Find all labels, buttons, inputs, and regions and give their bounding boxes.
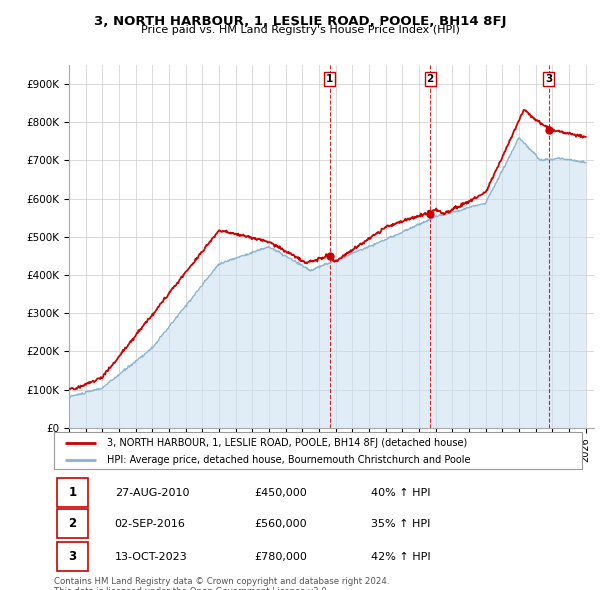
Text: 3, NORTH HARBOUR, 1, LESLIE ROAD, POOLE, BH14 8FJ (detached house): 3, NORTH HARBOUR, 1, LESLIE ROAD, POOLE,… — [107, 438, 467, 448]
Text: 35% ↑ HPI: 35% ↑ HPI — [371, 519, 430, 529]
Text: 2: 2 — [427, 74, 434, 84]
Text: 3, NORTH HARBOUR, 1, LESLIE ROAD, POOLE, BH14 8FJ: 3, NORTH HARBOUR, 1, LESLIE ROAD, POOLE,… — [94, 15, 506, 28]
Text: 1: 1 — [68, 486, 77, 499]
Bar — [56, 478, 88, 507]
Text: 2: 2 — [68, 517, 77, 530]
Bar — [56, 542, 88, 571]
Text: 1: 1 — [326, 74, 334, 84]
Text: 40% ↑ HPI: 40% ↑ HPI — [371, 488, 430, 497]
Text: 13-OCT-2023: 13-OCT-2023 — [115, 552, 187, 562]
Text: 02-SEP-2016: 02-SEP-2016 — [115, 519, 185, 529]
Bar — [56, 509, 88, 538]
Text: HPI: Average price, detached house, Bournemouth Christchurch and Poole: HPI: Average price, detached house, Bour… — [107, 455, 470, 465]
Text: 3: 3 — [68, 550, 77, 563]
Text: £780,000: £780,000 — [254, 552, 308, 562]
Text: £450,000: £450,000 — [254, 488, 307, 497]
Text: Contains HM Land Registry data © Crown copyright and database right 2024.
This d: Contains HM Land Registry data © Crown c… — [54, 577, 389, 590]
Text: 27-AUG-2010: 27-AUG-2010 — [115, 488, 189, 497]
Text: £560,000: £560,000 — [254, 519, 307, 529]
Text: 3: 3 — [545, 74, 552, 84]
Text: Price paid vs. HM Land Registry's House Price Index (HPI): Price paid vs. HM Land Registry's House … — [140, 25, 460, 35]
Text: 42% ↑ HPI: 42% ↑ HPI — [371, 552, 430, 562]
